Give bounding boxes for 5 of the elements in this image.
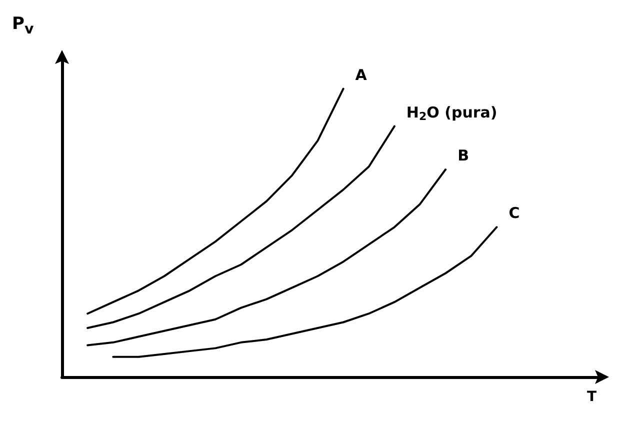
series-label: C bbox=[508, 204, 520, 222]
series-label: B bbox=[458, 146, 470, 165]
y-axis-title: P$_{v}$ bbox=[12, 14, 34, 38]
series-label: A bbox=[355, 66, 368, 84]
x-axis-title: T bbox=[587, 389, 597, 405]
